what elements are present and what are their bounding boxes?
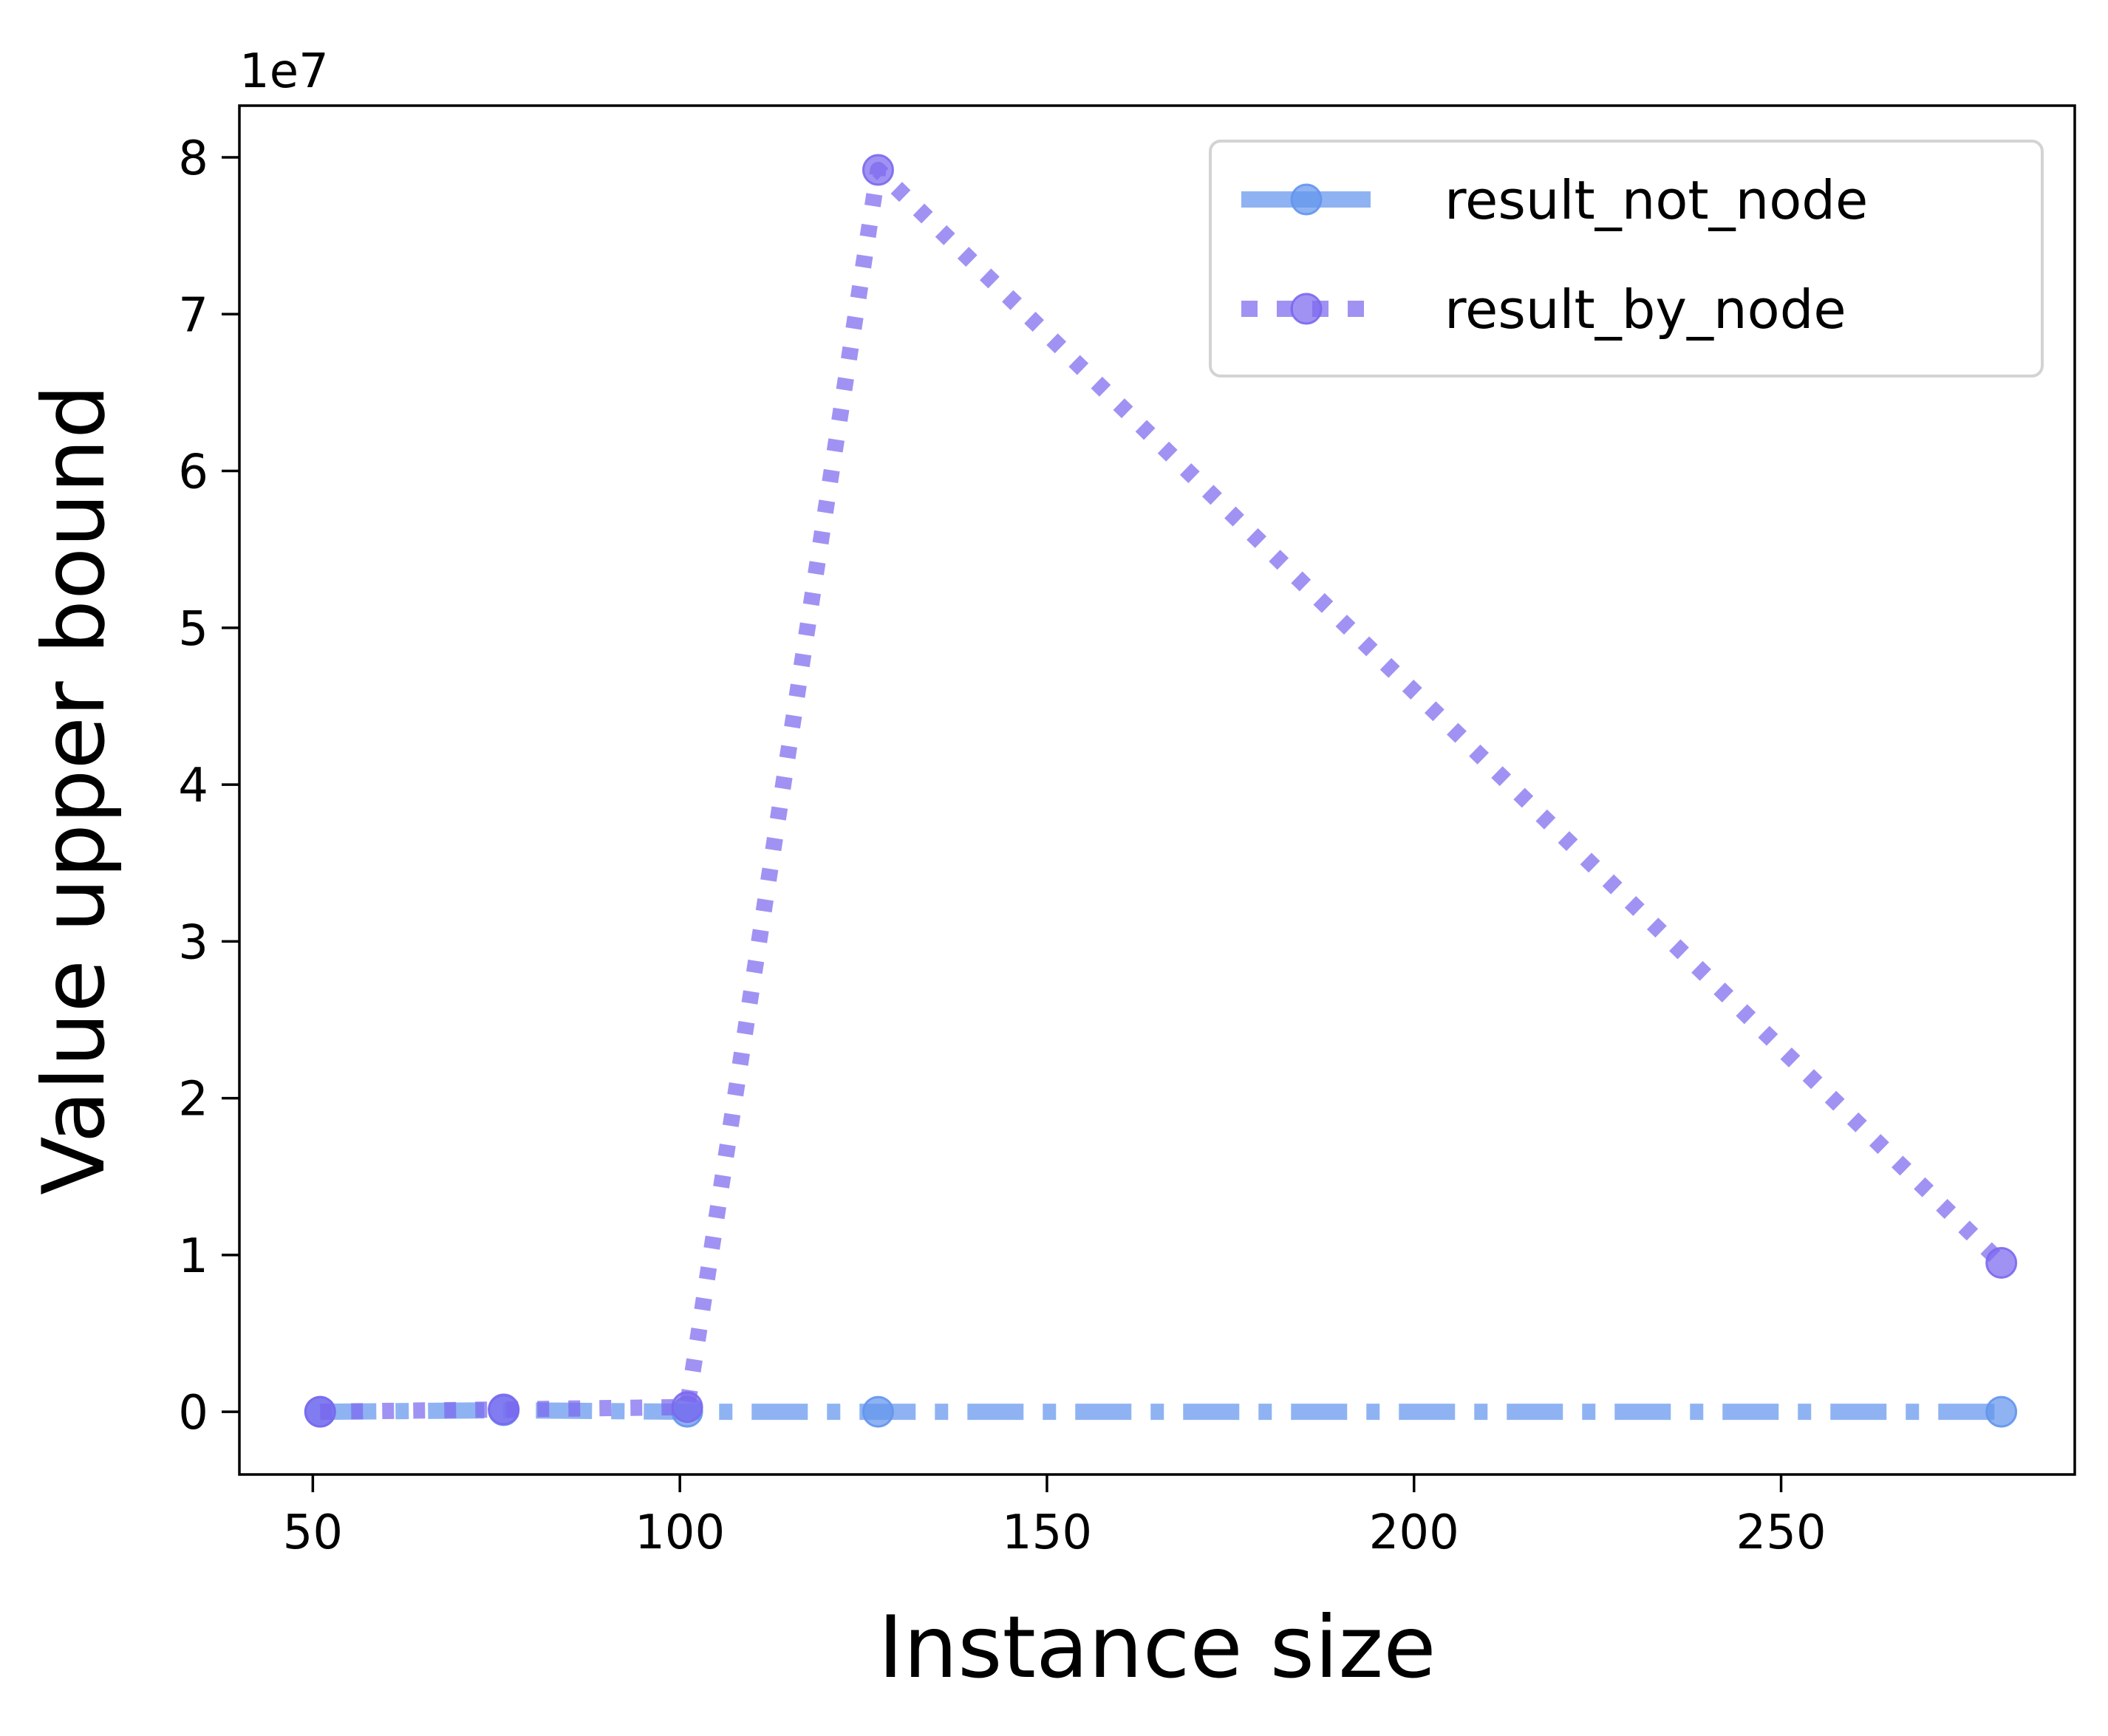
data-point-result-not-node [863,1397,893,1426]
y-tick-label: 1 [178,1229,208,1284]
y-tick-label: 0 [178,1386,208,1441]
y-tick-label: 4 [178,759,208,813]
data-point-result-by-node [489,1395,519,1424]
x-tick-label: 50 [283,1506,343,1560]
legend-marker-result-not-node [1292,185,1321,214]
x-tick-label: 250 [1736,1506,1826,1560]
y-tick-label: 6 [178,445,208,500]
data-point-result-by-node [672,1392,702,1422]
x-tick-label: 200 [1369,1506,1459,1560]
data-point-result-by-node [1987,1248,2016,1277]
legend-label-result-by-node: result_by_node [1444,278,1846,341]
legend: result_not_node result_by_node [1210,141,2042,376]
y-tick-label: 8 [178,131,208,186]
y-tick-label: 5 [178,602,208,657]
x-tick-label: 100 [635,1506,725,1560]
y-offset-label: 1e7 [239,44,329,99]
data-point-result-by-node [863,155,893,185]
y-axis-label: Value upper bound [24,384,124,1195]
data-point-result-not-node [1987,1397,2016,1426]
y-tick-label: 3 [178,915,208,970]
x-axis-label: Instance size [878,1598,1436,1698]
x-tick-label: 150 [1002,1506,1092,1560]
y-tick-label: 7 [178,288,208,343]
legend-label-result-not-node: result_not_node [1444,169,1868,231]
legend-marker-result-by-node [1292,294,1321,324]
y-tick-label: 2 [178,1073,208,1127]
data-point-result-by-node [305,1397,335,1426]
